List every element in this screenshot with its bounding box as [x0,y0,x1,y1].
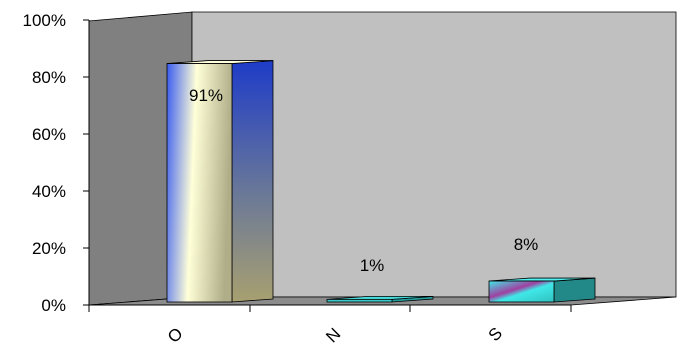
bars [166,60,596,303]
bar-front-face [326,298,393,303]
bar-side-face [231,60,274,303]
bar-side-face [553,277,596,303]
y-tick-label: 80% [32,68,66,87]
category-label-O: O [164,324,187,347]
y-tick-label: 60% [32,125,66,144]
bar-S [488,277,596,303]
data-label-S: 8% [514,235,539,254]
category-label-N: N [322,324,344,346]
category-label-S: S [485,324,506,345]
y-tick-label: 20% [32,239,66,258]
y-tick-label: 0% [41,296,66,315]
y-tick-label: 40% [32,182,66,201]
bar-front-face [488,280,555,303]
y-axis-ticks: 0% 20% 40% 60% 80% 100% [23,11,89,315]
bar-N [326,295,434,303]
bar-front-face [166,63,233,303]
data-label-O: 91% [189,86,223,105]
data-labels: 91% 1% 8% [189,86,538,275]
data-label-N: 1% [360,256,385,275]
y-tick-label: 100% [23,11,66,30]
bar-O [166,60,274,303]
